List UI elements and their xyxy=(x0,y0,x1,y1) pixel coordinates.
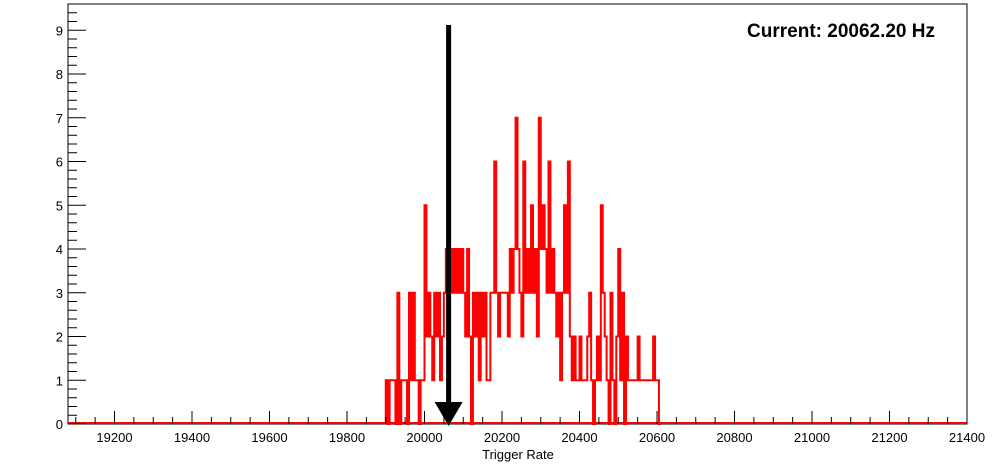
x-axis: 19200 19400 19600 19800 20000 20200 20400 20600… xyxy=(75,411,985,445)
x-tick-label: 20600 xyxy=(639,430,675,445)
x-tick-label: 21400 xyxy=(949,430,985,445)
x-tick-label: 20000 xyxy=(406,430,442,445)
histogram-outline xyxy=(384,116,661,425)
y-tick-label: 5 xyxy=(56,198,63,213)
y-tick-label: 9 xyxy=(56,23,63,38)
x-tick-label: 19600 xyxy=(251,430,287,445)
y-tick-label: 3 xyxy=(56,286,63,301)
x-tick-label: 19800 xyxy=(329,430,365,445)
x-axis-title: Trigger Rate xyxy=(482,447,554,462)
x-tick-label: 19200 xyxy=(96,430,132,445)
y-tick-label: 2 xyxy=(56,330,63,345)
y-tick-label: 8 xyxy=(56,67,63,82)
current-rate-marker xyxy=(434,25,463,426)
x-tick-label: 20400 xyxy=(561,430,597,445)
arrow-head-icon xyxy=(434,402,463,426)
x-tick-label: 21000 xyxy=(794,430,830,445)
x-tick-label: 20200 xyxy=(484,430,520,445)
y-tick-label: 4 xyxy=(56,242,63,257)
y-tick-label: 1 xyxy=(56,373,63,388)
y-tick-label: 6 xyxy=(56,155,63,170)
x-tick-label: 19400 xyxy=(174,430,210,445)
y-tick-label: 0 xyxy=(56,417,63,432)
x-tick-label: 21200 xyxy=(871,430,907,445)
x-tick-label: 20800 xyxy=(716,430,752,445)
y-axis: 0 1 2 3 4 5 6 7 8 9 xyxy=(56,3,86,432)
current-rate-annotation: Current: 20062.20 Hz xyxy=(747,21,935,42)
y-tick-label: 7 xyxy=(56,111,63,126)
